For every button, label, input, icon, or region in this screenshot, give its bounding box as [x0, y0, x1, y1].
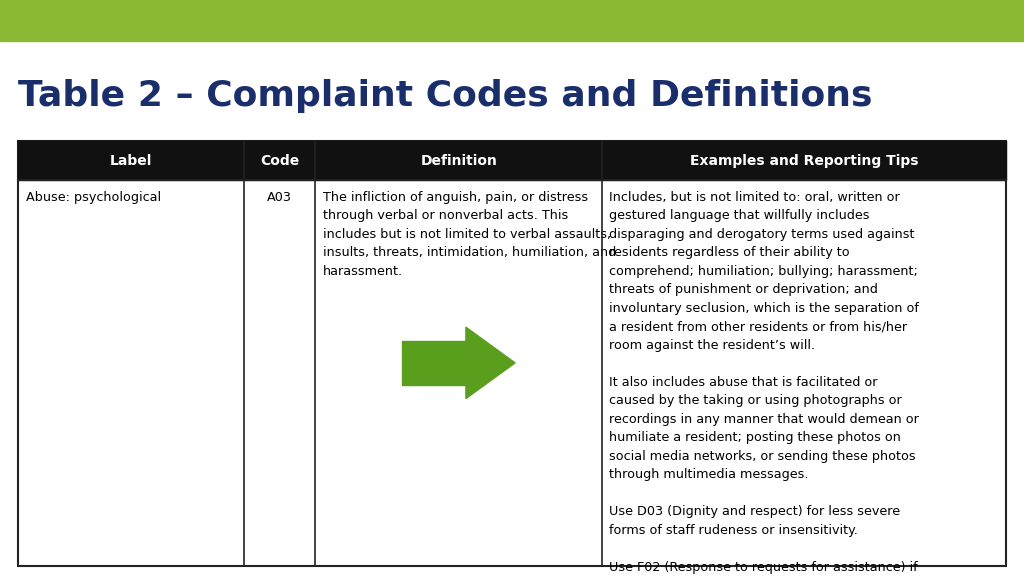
Text: The infliction of anguish, pain, or distress
through verbal or nonverbal acts. T: The infliction of anguish, pain, or dist… [323, 191, 615, 278]
Polygon shape [466, 327, 515, 399]
Bar [18, 141, 1006, 566]
Bar [18, 141, 1006, 180]
Text: Label: Label [110, 154, 153, 168]
Text: Abuse: psychological: Abuse: psychological [26, 191, 161, 204]
Text: Table 2 – Complaint Codes and Definitions: Table 2 – Complaint Codes and Definition… [18, 79, 872, 113]
Text: Examples and Reporting Tips: Examples and Reporting Tips [689, 154, 919, 168]
Text: Includes, but is not limited to: oral, written or
gestured language that willful: Includes, but is not limited to: oral, w… [609, 191, 920, 576]
Text: Code: Code [260, 154, 299, 168]
Text: A03: A03 [267, 191, 292, 204]
Bar [402, 341, 466, 385]
Text: Definition: Definition [420, 154, 498, 168]
